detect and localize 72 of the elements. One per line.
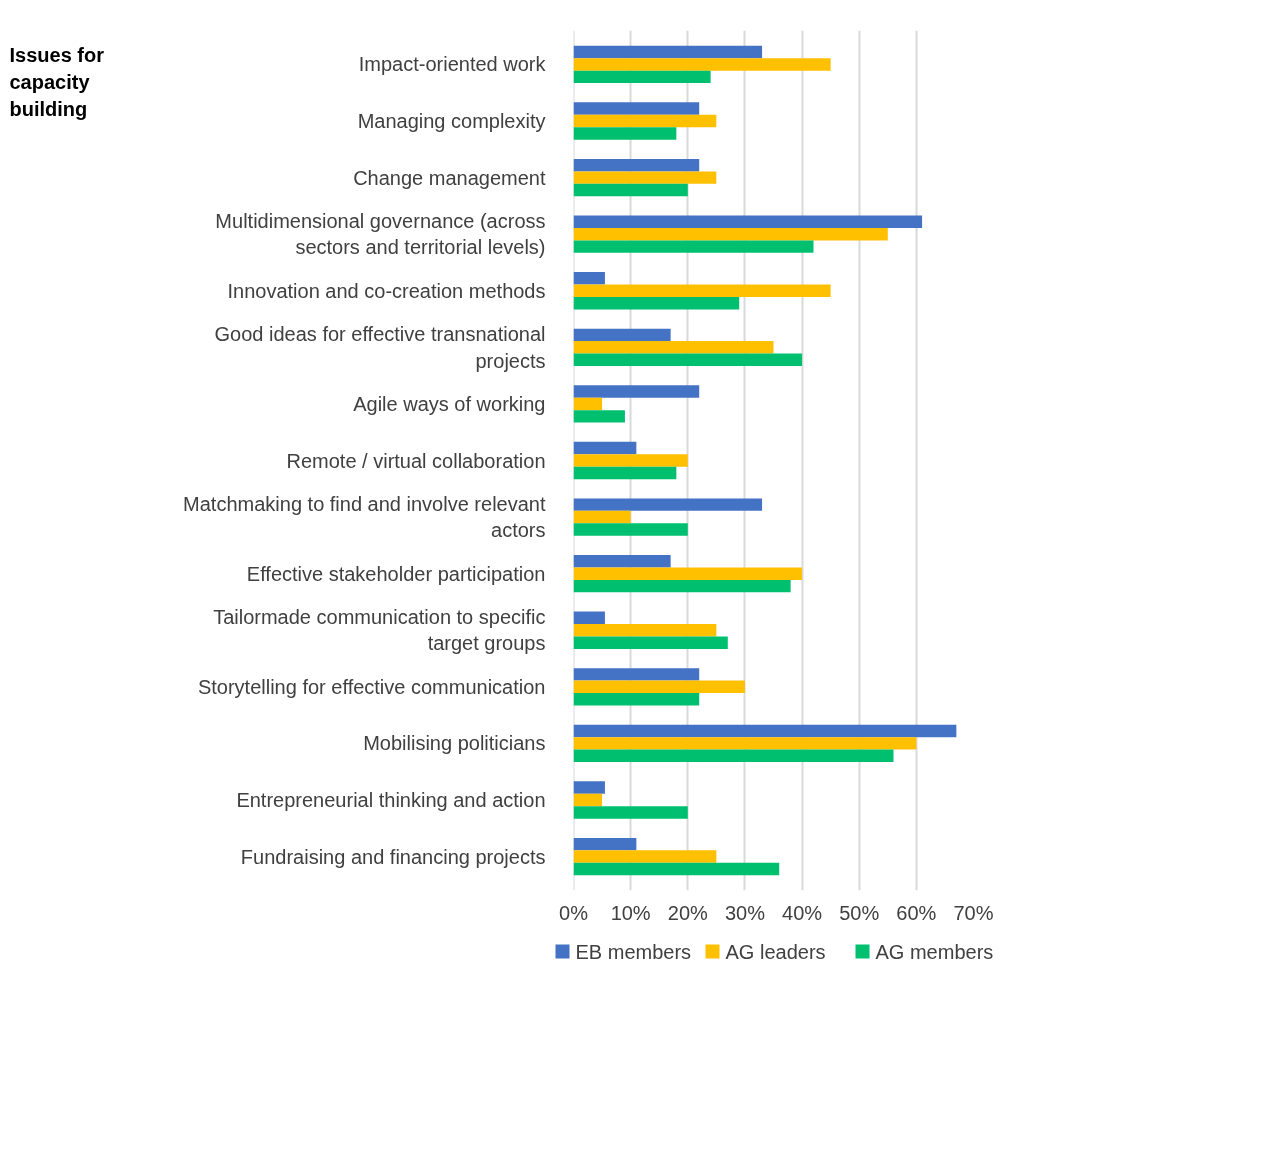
bar: [573, 114, 717, 128]
y-tick-label: Storytelling for effective communication: [197, 675, 546, 698]
bar: [573, 385, 700, 398]
y-tick-label: Remote / virtual collaboration: [286, 449, 546, 472]
bar: [573, 70, 711, 84]
y-tick-label: Innovation and co-creation methods: [227, 279, 546, 302]
text: Issues for capacity building: [9, 44, 105, 120]
bar: [573, 523, 688, 536]
y-tick-label: Impact-oriented work: [358, 53, 547, 76]
x-tick-label: 30%: [724, 901, 766, 924]
bar: [573, 567, 803, 580]
bar: [573, 806, 688, 819]
y-tick-label: Good ideas for effective transnational projects: [214, 323, 546, 372]
bar: [573, 441, 637, 455]
x-tick-label: 10%: [610, 901, 651, 924]
bar: [573, 850, 717, 863]
bar: [573, 498, 763, 511]
bar: [573, 693, 700, 706]
bar: [573, 724, 957, 738]
bar: [573, 397, 603, 411]
bar: [573, 837, 637, 851]
bar: [573, 328, 671, 342]
x-tick-label: 40%: [782, 901, 823, 924]
bar: [573, 624, 717, 637]
bar: [573, 183, 688, 197]
bar: [573, 749, 894, 763]
y-tick-label: Mobilising politicians: [363, 732, 546, 755]
y-tick-label: Tailormade communication to specific target groups: [213, 606, 546, 655]
bar: [573, 127, 677, 140]
bar: [573, 284, 831, 297]
bar: [573, 272, 605, 285]
bar: [573, 454, 688, 467]
bar: [573, 793, 603, 807]
bar: [573, 668, 700, 681]
y-tick-label: Effective stakeholder participation: [246, 562, 546, 585]
x-tick-label: 70%: [953, 901, 994, 924]
bar: [573, 680, 745, 694]
bar: [573, 45, 763, 59]
bar: [573, 410, 625, 423]
y-tick-label: Multidimensional governance (across sectors and territorial levels): [215, 209, 546, 259]
bar: [573, 296, 740, 310]
bar: [573, 579, 791, 593]
bar: [573, 58, 831, 71]
y-tick-label: Managing complexity: [357, 110, 546, 133]
y-tick-label: Change management: [353, 166, 546, 189]
x-tick-label: 20%: [667, 901, 709, 924]
bar: [573, 158, 700, 172]
bar: [573, 737, 917, 750]
bar: [573, 341, 774, 354]
y-tick-label: Agile ways of working: [353, 392, 546, 415]
bar: [573, 611, 605, 625]
bar: [573, 862, 780, 876]
bar: [573, 636, 728, 649]
y-tick-label: Matchmaking to find and involve relevant actors: [183, 492, 546, 542]
x-tick-label: 60%: [896, 901, 937, 924]
bar: [573, 466, 677, 480]
x-tick-label: 0%: [559, 901, 589, 924]
bar: [573, 102, 700, 115]
legend-label: AG members: [875, 940, 994, 963]
bar: [573, 240, 814, 253]
bar: [573, 171, 717, 184]
bar: [573, 227, 888, 241]
bar: [573, 554, 671, 568]
bar: [573, 510, 631, 524]
legend-label: AG leaders: [725, 940, 826, 963]
y-tick-label: Entrepreneurial thinking and action: [236, 788, 546, 811]
y-tick-label: Fundraising and financing projects: [240, 845, 546, 868]
bar: [573, 781, 605, 794]
legend-label: EB members: [575, 940, 692, 963]
x-tick-label: 50%: [839, 901, 880, 924]
bar: [573, 353, 803, 367]
bar: [573, 215, 923, 228]
